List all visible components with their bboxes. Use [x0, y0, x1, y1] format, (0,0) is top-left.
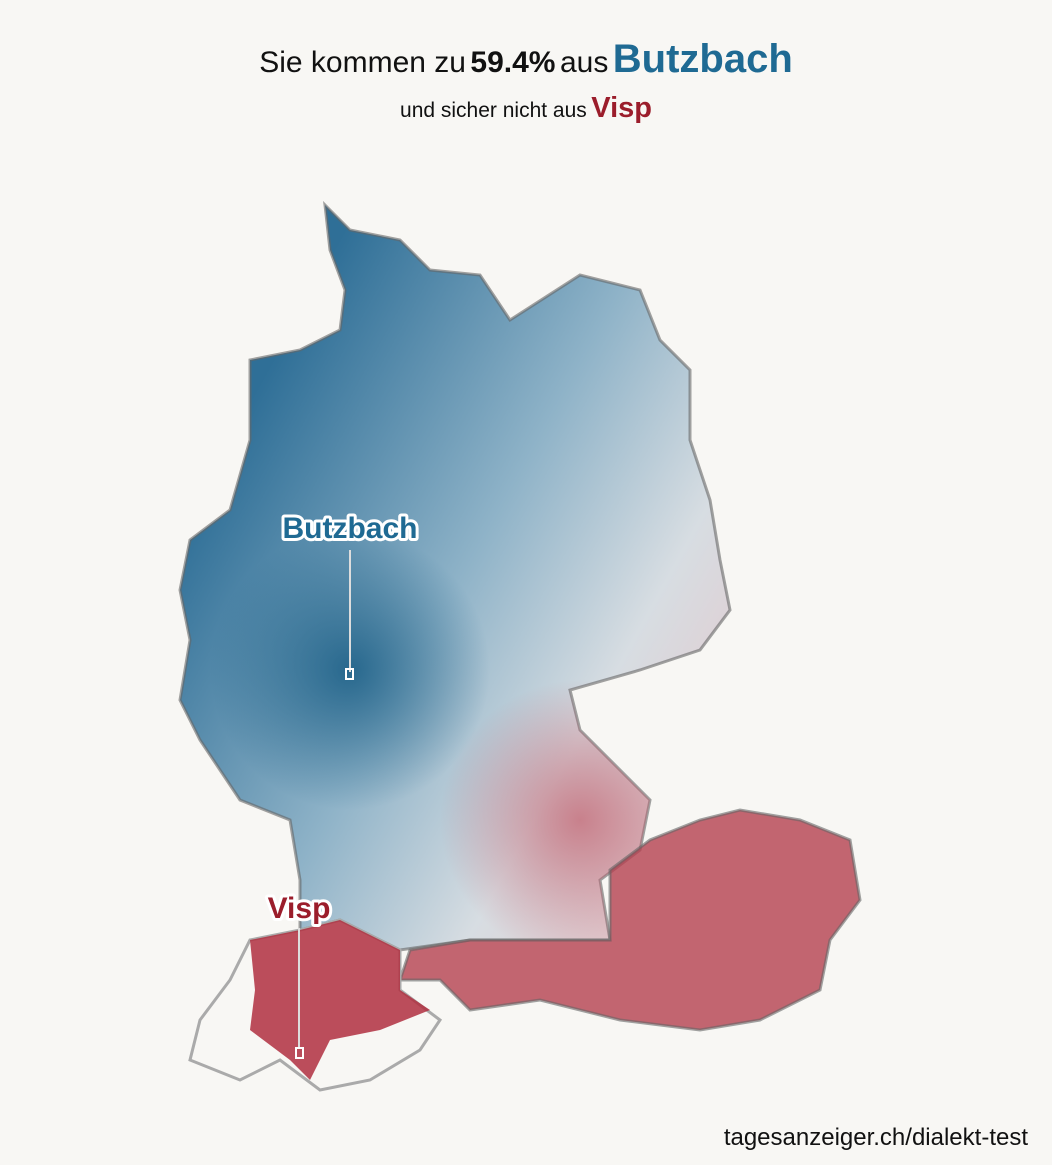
- title-middle: aus: [560, 46, 608, 79]
- title: Sie kommen zu 59.4% aus Butzbach: [259, 37, 793, 81]
- subtitle-place: Visp: [591, 92, 652, 124]
- worst-label: Visp: [268, 892, 331, 925]
- title-place: Butzbach: [613, 37, 793, 81]
- best-label: Butzbach: [283, 512, 418, 545]
- germany: [178, 200, 732, 952]
- swiss-region: [250, 920, 430, 1080]
- worst-marker: [295, 1047, 304, 1059]
- subtitle-prefix: und sicher nicht aus: [400, 99, 587, 122]
- title-percent: 59.4%: [470, 46, 555, 79]
- austria: [397, 808, 862, 1032]
- title-prefix: Sie kommen zu: [259, 46, 466, 79]
- source: tagesanzeiger.ch/dialekt-test: [724, 1124, 1029, 1151]
- subtitle: und sicher nicht aus Visp: [400, 92, 652, 124]
- best-marker: [345, 668, 354, 680]
